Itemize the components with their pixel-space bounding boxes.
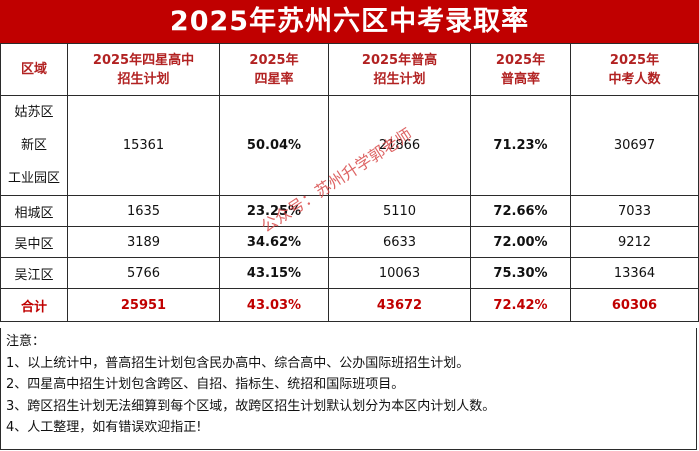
exam-count-cell: 9212 (570, 226, 699, 258)
header-general-plan-line2: 招生计划 (373, 71, 426, 87)
region-cell: 吴江区 (0, 257, 68, 289)
header-star-rate-line1: 2025年 (249, 52, 299, 68)
total-row: 合计 25951 43.03% 43672 72.42% 60306 (0, 288, 699, 322)
note-item: 3、跨区招生计划无法细算到每个区域，故跨区招生计划默认划分为本区内计划人数。 (6, 398, 496, 414)
star-plan-cell: 5766 (67, 257, 220, 289)
header-exam-count-line1: 2025年 (609, 52, 660, 68)
exam-count-cell: 13364 (570, 257, 699, 289)
region-cell: 相城区 (0, 195, 68, 227)
general-plan-cell: 5110 (328, 195, 471, 227)
header-star-plan-line1: 2025年四星高中 (92, 52, 195, 68)
header-general-rate: 2025年 普高率 (470, 43, 571, 96)
header-exam-count: 2025年 中考人数 (570, 43, 699, 96)
header-star-plan: 2025年四星高中 招生计划 (67, 43, 220, 96)
star-rate-cell: 43.15% (219, 257, 329, 289)
table-header-row: 区域 2025年四星高中 招生计划 2025年 四星率 2025年普高 招生计划… (0, 43, 699, 96)
header-star-rate-line2: 四星率 (254, 71, 294, 87)
star-plan-cell: 3189 (67, 226, 220, 258)
general-plan-cell: 21866 (328, 95, 471, 196)
total-exam-count: 60306 (570, 288, 699, 322)
general-rate-cell: 71.23% (470, 95, 571, 196)
total-star-plan: 25951 (67, 288, 220, 322)
total-star-rate: 43.03% (219, 288, 329, 322)
star-rate-cell: 23.25% (219, 195, 329, 227)
star-plan-cell: 15361 (67, 95, 220, 196)
table-row: 吴江区 5766 43.15% 10063 75.30% 13364 (0, 257, 699, 289)
header-general-rate-line2: 普高率 (500, 71, 540, 87)
region-name-sip: 工业园区 (7, 171, 60, 186)
region-name-xinqu: 新区 (20, 138, 47, 153)
region-cell: 吴中区 (0, 226, 68, 258)
general-plan-cell: 10063 (328, 257, 471, 289)
exam-count-cell: 7033 (570, 195, 699, 227)
note-item: 2、四星高中招生计划包含跨区、自招、指标生、统招和国际班项目。 (6, 377, 405, 392)
page-title: 2025年苏州六区中考录取率 (0, 0, 699, 43)
star-plan-cell: 1635 (67, 195, 220, 227)
total-label: 合计 (0, 288, 68, 322)
region-name-gusu: 姑苏区 (14, 105, 54, 120)
header-region: 区域 (0, 43, 68, 96)
notes-box: 注意： 1、以上统计中，普高招生计划包含民办高中、综合高中、公办国际班招生计划。… (0, 328, 697, 450)
header-general-rate-line1: 2025年 (495, 52, 546, 68)
general-plan-cell: 6633 (328, 226, 471, 258)
enrollment-table: 区域 2025年四星高中 招生计划 2025年 四星率 2025年普高 招生计划… (0, 43, 699, 322)
note-item: 4、人工整理，如有错误欢迎指正! (6, 420, 202, 435)
star-rate-cell: 34.62% (219, 226, 329, 258)
region-cell-merged: 姑苏区 新区 工业园区 (0, 95, 68, 196)
header-star-rate: 2025年 四星率 (219, 43, 329, 96)
general-rate-cell: 72.66% (470, 195, 571, 227)
header-general-plan: 2025年普高 招生计划 (328, 43, 471, 96)
exam-count-cell: 30697 (570, 95, 699, 196)
header-general-plan-line1: 2025年普高 (361, 52, 438, 68)
notes-heading: 注意： (6, 334, 46, 349)
table-row-merged: 姑苏区 新区 工业园区 15361 50.04% 21866 71.23% 30… (0, 95, 699, 196)
header-star-plan-line2: 招生计划 (117, 71, 170, 87)
star-rate-cell: 50.04% (219, 95, 329, 196)
table-row: 吴中区 3189 34.62% 6633 72.00% 9212 (0, 226, 699, 258)
total-general-rate: 72.42% (470, 288, 571, 322)
general-rate-cell: 72.00% (470, 226, 571, 258)
total-general-plan: 43672 (328, 288, 471, 322)
note-item: 1、以上统计中，普高招生计划包含民办高中、综合高中、公办国际班招生计划。 (6, 355, 470, 371)
header-exam-count-line2: 中考人数 (608, 71, 661, 87)
general-rate-cell: 75.30% (470, 257, 571, 289)
table-row: 相城区 1635 23.25% 5110 72.66% 7033 (0, 195, 699, 227)
